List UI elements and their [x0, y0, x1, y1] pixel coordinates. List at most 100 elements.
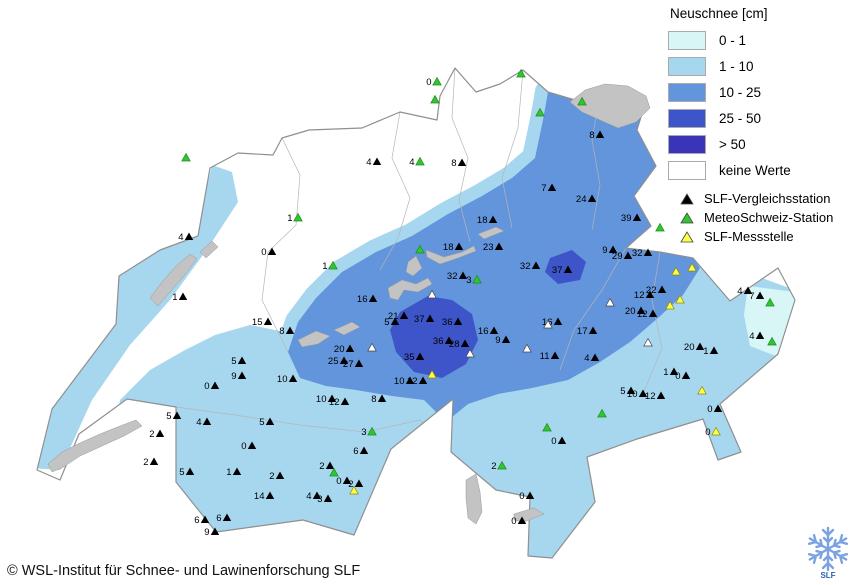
- legend-class-label: 10 - 25: [719, 85, 762, 100]
- station-marker: 0: [519, 491, 535, 502]
- legend-station-row: SLF-Messstelle: [668, 228, 858, 245]
- station-value: 6: [353, 446, 358, 457]
- station-marker: 5: [620, 386, 636, 397]
- station-value: 2: [348, 479, 353, 490]
- legend-class-row: keine Werte: [668, 161, 858, 180]
- station-marker: [415, 244, 425, 254]
- legend-class-row: 1 - 10: [668, 57, 858, 76]
- station-marker: 4: [306, 491, 322, 502]
- station-marker: 16: [478, 326, 499, 337]
- station-value: 4: [196, 417, 201, 428]
- station-marker: 6: [216, 513, 232, 524]
- station-marker: 12: [407, 376, 428, 387]
- station-value: 1: [322, 261, 327, 272]
- station-value: 1: [703, 346, 708, 357]
- legend-color-swatch: [668, 161, 706, 180]
- station-marker: 0: [511, 516, 527, 527]
- lake-neuchatel: [149, 253, 198, 307]
- station-marker: [367, 342, 377, 352]
- legend-station-types: SLF-Vergleichsstation MeteoSchweiz-Statio…: [668, 190, 858, 245]
- station-marker: 25: [328, 356, 349, 367]
- station-marker: 4: [584, 353, 600, 364]
- station-value: 15: [252, 317, 263, 328]
- legend-station-row: SLF-Vergleichsstation: [668, 190, 858, 207]
- station-value: 32: [632, 248, 643, 259]
- switzerland-border: [36, 67, 796, 559]
- lake-maggiore: [465, 473, 483, 525]
- station-marker: 5: [259, 417, 275, 428]
- legend-class-row: 0 - 1: [668, 31, 858, 50]
- station-marker: 8: [279, 326, 295, 337]
- station-marker: 17: [577, 326, 598, 337]
- station-marker: 5: [231, 356, 247, 367]
- station-marker: [516, 68, 526, 78]
- station-value: 1: [287, 213, 292, 224]
- slf-logo-label: SLF: [820, 571, 835, 580]
- station-marker: 6: [194, 515, 210, 526]
- station-marker: 12: [329, 397, 350, 408]
- station-marker: 20: [334, 344, 355, 355]
- legend-station-label: SLF-Vergleichsstation: [704, 191, 831, 206]
- legend-class-row: 10 - 25: [668, 83, 858, 102]
- legend-station-label: SLF-Messstelle: [704, 229, 794, 244]
- station-marker: 4: [737, 286, 753, 297]
- station-marker: [697, 385, 707, 395]
- station-value: 12: [634, 290, 645, 301]
- station-marker: [765, 297, 775, 307]
- station-marker: 36: [442, 317, 463, 328]
- station-marker: [349, 485, 359, 495]
- station-marker: 18: [477, 215, 498, 226]
- station-marker: [542, 422, 552, 432]
- station-marker: 4: [366, 157, 382, 168]
- lake-walen: [477, 226, 505, 240]
- station-marker: [329, 467, 339, 477]
- station-value: 3: [466, 275, 471, 286]
- station-value: 11: [540, 351, 550, 362]
- slf-logo: SLF: [804, 523, 852, 581]
- station-value: 3: [361, 427, 366, 438]
- station-marker: [675, 294, 685, 304]
- station-value: 1: [172, 292, 177, 303]
- station-value: 12: [637, 309, 648, 320]
- legend-station-row: MeteoSchweiz-Station: [668, 209, 858, 226]
- station-value: 36: [442, 317, 453, 328]
- station-marker: 3: [317, 494, 333, 505]
- station-value: 0: [241, 441, 246, 452]
- station-marker: 0: [426, 76, 442, 88]
- legend-class-row: > 50: [668, 135, 858, 154]
- station-marker: [597, 408, 607, 418]
- station-value: 4: [749, 331, 754, 342]
- station-marker: 7: [541, 183, 557, 194]
- station-value: 9: [231, 371, 236, 382]
- station-value: 4: [306, 491, 311, 502]
- station-value: 21: [388, 311, 399, 322]
- station-marker: [767, 336, 777, 346]
- station-marker: 32: [632, 248, 653, 259]
- station-marker: 15: [252, 317, 273, 328]
- station-marker: 4: [749, 331, 765, 342]
- legend-class-label: 0 - 1: [719, 33, 747, 48]
- station-value: 9: [495, 335, 500, 346]
- station-marker: [427, 369, 437, 379]
- station-marker: [430, 94, 440, 104]
- station-value: 24: [576, 194, 587, 205]
- station-value: 0: [261, 247, 266, 258]
- canton-borders: [175, 68, 663, 453]
- legend-color-swatch: [668, 109, 706, 128]
- station-value: 16: [357, 294, 368, 305]
- lake-zurich: [425, 245, 477, 265]
- station-marker: 14: [254, 491, 275, 502]
- station-marker: 7: [749, 291, 765, 302]
- station-marker: 22: [646, 285, 667, 296]
- station-triangle-icon: [680, 192, 694, 204]
- station-marker: 23: [483, 242, 504, 253]
- station-value: 1: [663, 367, 668, 378]
- station-value: 16: [478, 326, 489, 337]
- station-marker: 39: [621, 213, 642, 224]
- station-value: 2: [149, 429, 154, 440]
- station-marker: 1: [322, 260, 338, 272]
- legend-class-label: > 50: [719, 137, 746, 152]
- station-value: 8: [589, 130, 594, 141]
- station-marker: 5: [166, 411, 182, 422]
- station-marker: 4: [178, 232, 194, 243]
